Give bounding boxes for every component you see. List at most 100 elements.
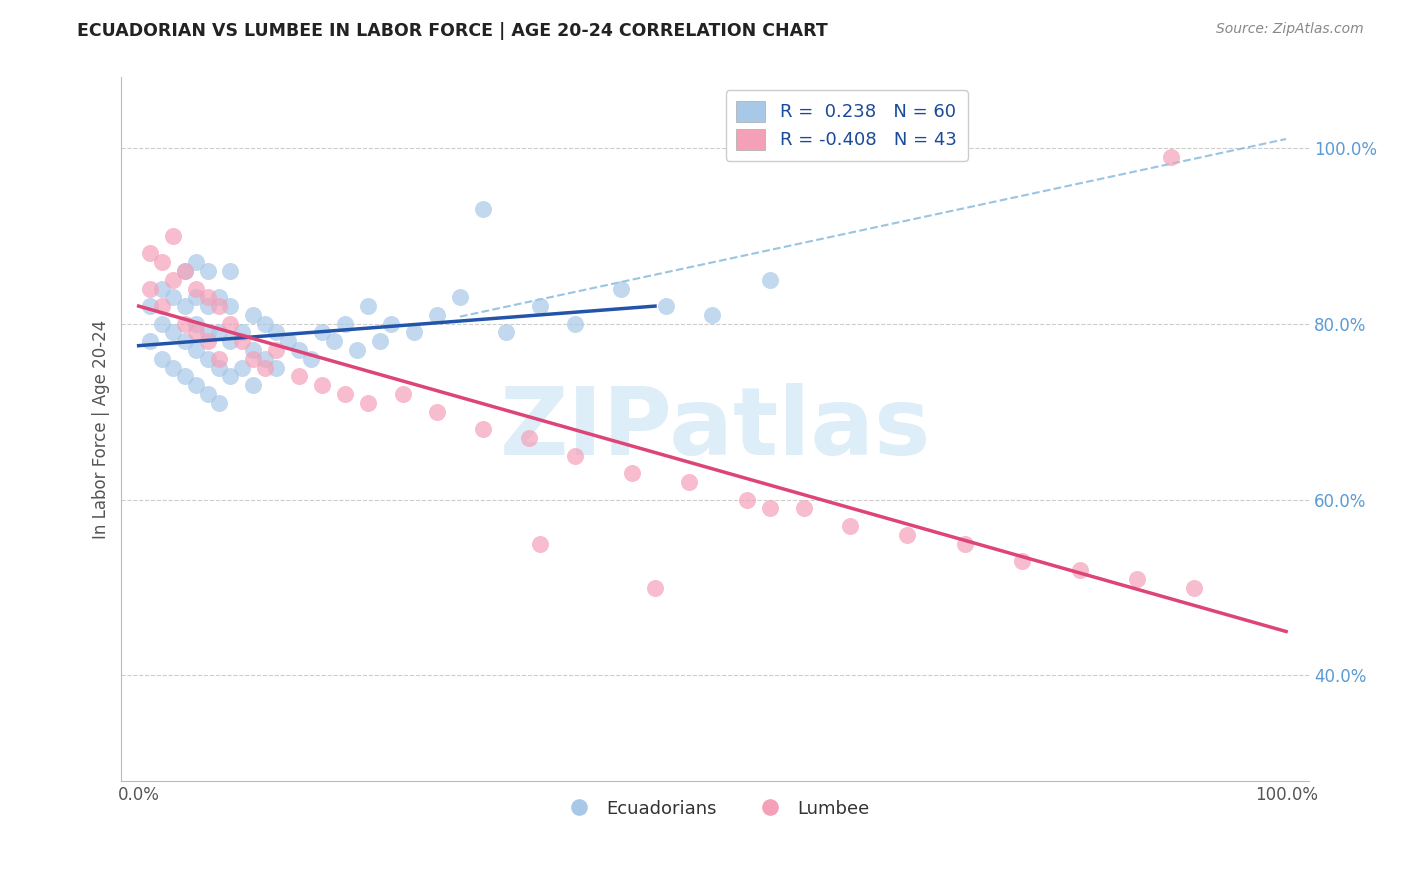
Point <box>173 369 195 384</box>
Point <box>322 334 344 349</box>
Point <box>162 360 184 375</box>
Point <box>311 378 333 392</box>
Point <box>208 290 231 304</box>
Point <box>231 334 253 349</box>
Point <box>1160 150 1182 164</box>
Point <box>173 299 195 313</box>
Point <box>449 290 471 304</box>
Point <box>184 343 207 357</box>
Point <box>266 360 288 375</box>
Point <box>495 326 517 340</box>
Point <box>197 387 219 401</box>
Point <box>644 581 666 595</box>
Point <box>299 351 322 366</box>
Point <box>426 404 449 418</box>
Point <box>564 317 586 331</box>
Point <box>391 387 413 401</box>
Point <box>197 326 219 340</box>
Point <box>162 273 184 287</box>
Point <box>219 264 242 278</box>
Point <box>184 290 207 304</box>
Point <box>150 299 173 313</box>
Point <box>173 264 195 278</box>
Point <box>231 360 253 375</box>
Point <box>517 431 540 445</box>
Point <box>231 326 253 340</box>
Point <box>1069 563 1091 577</box>
Point <box>242 351 264 366</box>
Point <box>139 246 162 260</box>
Point <box>208 351 231 366</box>
Point <box>162 228 184 243</box>
Point <box>197 334 219 349</box>
Point <box>426 308 449 322</box>
Point <box>896 527 918 541</box>
Point <box>150 317 173 331</box>
Point <box>380 317 402 331</box>
Point <box>702 308 724 322</box>
Point <box>678 475 700 489</box>
Point <box>311 326 333 340</box>
Point <box>242 308 264 322</box>
Text: ZIPatlas: ZIPatlas <box>499 384 931 475</box>
Point <box>253 360 276 375</box>
Point <box>219 299 242 313</box>
Point <box>1011 554 1033 568</box>
Point <box>839 519 862 533</box>
Point <box>139 281 162 295</box>
Legend: Ecuadorians, Lumbee: Ecuadorians, Lumbee <box>554 792 877 825</box>
Point <box>793 501 815 516</box>
Point <box>758 273 780 287</box>
Point <box>564 449 586 463</box>
Point <box>288 343 311 357</box>
Point <box>242 343 264 357</box>
Point <box>173 334 195 349</box>
Point <box>953 536 976 550</box>
Point <box>197 290 219 304</box>
Point <box>655 299 678 313</box>
Point <box>402 326 425 340</box>
Point <box>266 343 288 357</box>
Point <box>208 360 231 375</box>
Point <box>621 466 644 480</box>
Point <box>197 299 219 313</box>
Point <box>335 387 357 401</box>
Point <box>184 378 207 392</box>
Text: ECUADORIAN VS LUMBEE IN LABOR FORCE | AGE 20-24 CORRELATION CHART: ECUADORIAN VS LUMBEE IN LABOR FORCE | AG… <box>77 22 828 40</box>
Point <box>139 334 162 349</box>
Point <box>253 351 276 366</box>
Point <box>288 369 311 384</box>
Point <box>150 281 173 295</box>
Point <box>162 326 184 340</box>
Point <box>368 334 391 349</box>
Point <box>219 317 242 331</box>
Point <box>197 351 219 366</box>
Point <box>346 343 368 357</box>
Point <box>139 299 162 313</box>
Point <box>173 264 195 278</box>
Point <box>162 290 184 304</box>
Point <box>173 317 195 331</box>
Point <box>277 334 299 349</box>
Point <box>357 299 380 313</box>
Point <box>219 334 242 349</box>
Point <box>184 281 207 295</box>
Text: Source: ZipAtlas.com: Source: ZipAtlas.com <box>1216 22 1364 37</box>
Point <box>471 202 494 217</box>
Point <box>529 299 551 313</box>
Point <box>197 264 219 278</box>
Point <box>758 501 780 516</box>
Point <box>253 317 276 331</box>
Point <box>529 536 551 550</box>
Point <box>242 378 264 392</box>
Point <box>150 351 173 366</box>
Point <box>208 396 231 410</box>
Point <box>266 326 288 340</box>
Point <box>208 326 231 340</box>
Y-axis label: In Labor Force | Age 20-24: In Labor Force | Age 20-24 <box>93 319 110 539</box>
Point <box>609 281 631 295</box>
Point <box>1182 581 1205 595</box>
Point <box>219 369 242 384</box>
Point <box>335 317 357 331</box>
Point <box>184 326 207 340</box>
